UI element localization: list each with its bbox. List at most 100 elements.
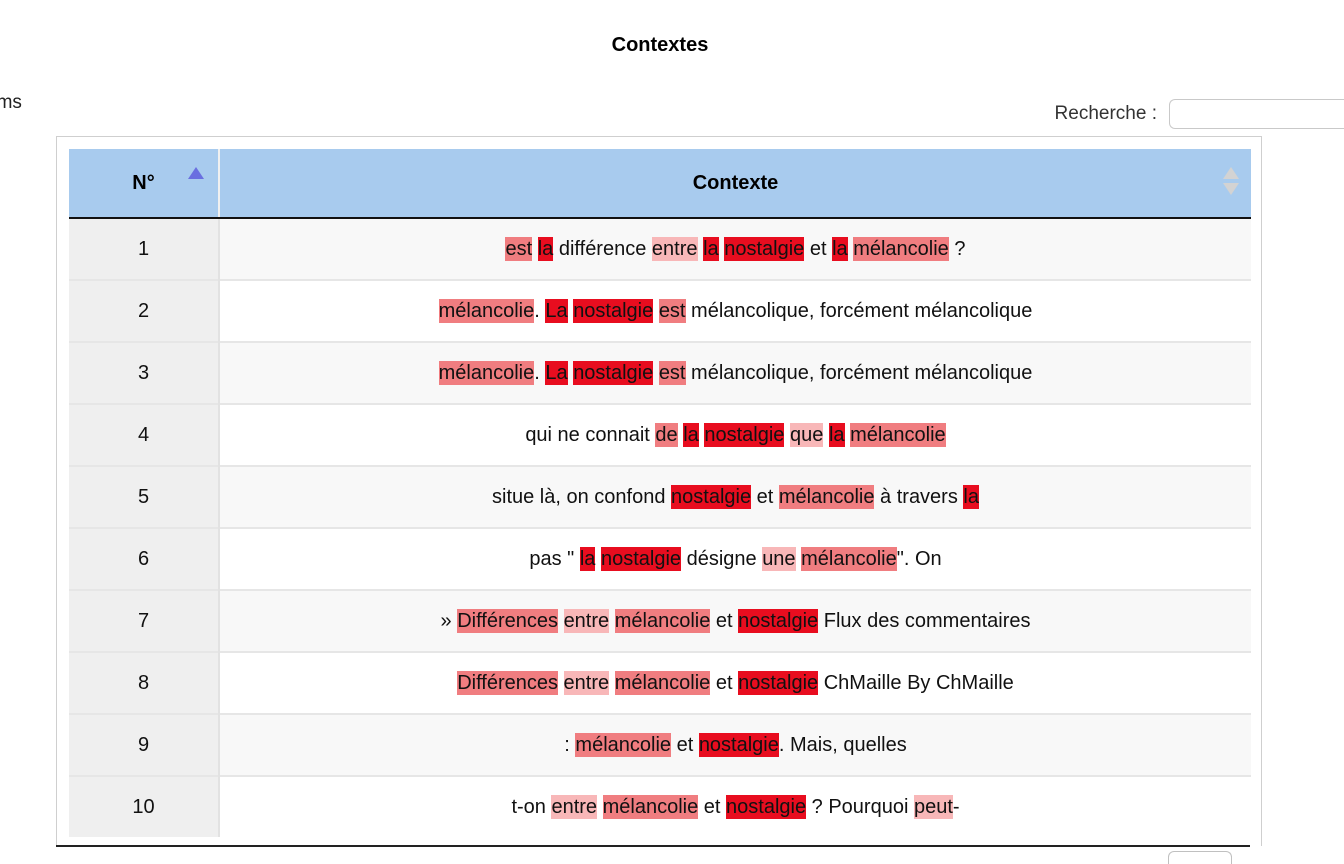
highlighted-term: nostalgie bbox=[671, 484, 752, 509]
table-row[interactable]: 1 est la différence entre la nostalgie et… bbox=[69, 217, 1251, 280]
context-text: à travers bbox=[874, 485, 964, 508]
table-row[interactable]: 9: mélancolie et nostalgie. Mais, quelle… bbox=[69, 713, 1251, 776]
highlighted-term: mélancolie bbox=[778, 484, 875, 509]
highlighted-term: La bbox=[545, 360, 568, 385]
highlighted-term: la bbox=[828, 422, 845, 447]
context-text: ? Pourquoi bbox=[806, 795, 914, 818]
highlighted-term: la bbox=[579, 546, 596, 571]
context-text bbox=[653, 300, 659, 322]
context-text bbox=[609, 672, 615, 694]
highlighted-term: La bbox=[545, 298, 568, 323]
context-text: . bbox=[534, 361, 546, 384]
contexts-table: N° Contexte 1 est la différence entre la … bbox=[69, 149, 1251, 837]
context-text: t-on bbox=[511, 795, 552, 818]
context-text: désigne bbox=[681, 547, 763, 570]
context-text: - bbox=[952, 795, 960, 818]
highlighted-term: est bbox=[658, 298, 686, 323]
context-cell: : mélancolie et nostalgie. Mais, quelles bbox=[219, 713, 1251, 776]
highlighted-term: mélancolie bbox=[850, 422, 946, 447]
context-text: et bbox=[698, 795, 727, 818]
context-text: : bbox=[564, 733, 576, 756]
row-number-cell: 5 bbox=[69, 465, 220, 528]
highlighted-term: nostalgie bbox=[573, 360, 654, 385]
row-number-cell: 9 bbox=[69, 713, 220, 776]
table-row[interactable]: 4 qui ne connait de la nostalgie que la m… bbox=[69, 403, 1251, 466]
context-cell: pas " la nostalgie désigne une mélancoli… bbox=[219, 527, 1251, 590]
context-cell: » Différences entre mélancolie et nostal… bbox=[219, 589, 1251, 652]
highlighted-term: que bbox=[790, 422, 824, 447]
context-cell: Différences entre mélancolie et nostalgi… bbox=[219, 651, 1251, 714]
table-bottom-border bbox=[56, 845, 1250, 847]
context-text bbox=[532, 238, 538, 260]
column-header-number[interactable]: N° bbox=[69, 149, 220, 219]
context-cell: situe là, on confond nostalgie et mélanc… bbox=[219, 465, 1251, 528]
context-cell: mélancolie. La nostalgie est mélancoliqu… bbox=[219, 341, 1251, 404]
column-header-context[interactable]: Contexte bbox=[219, 149, 1251, 219]
highlighted-term: la bbox=[537, 236, 554, 261]
table-row[interactable]: 10 t-on entre mélancolie et nostalgie ? P… bbox=[69, 775, 1251, 837]
highlighted-term: mélancolie bbox=[853, 236, 949, 261]
context-text: et bbox=[751, 485, 779, 508]
table-frame: N° Contexte 1 est la différence entre la … bbox=[56, 136, 1262, 846]
highlighted-term: nostalgie bbox=[600, 546, 682, 571]
row-number-cell: 3 bbox=[69, 341, 220, 404]
highlighted-term: mélancolie bbox=[614, 670, 711, 695]
search-input[interactable] bbox=[1169, 99, 1344, 129]
context-text bbox=[558, 610, 564, 632]
table-row[interactable]: 3 mélancolie. La nostalgie est mélancoliq… bbox=[69, 341, 1251, 404]
highlighted-term: nostalgie bbox=[698, 732, 779, 757]
table-body: 1 est la différence entre la nostalgie et… bbox=[69, 217, 1251, 837]
context-cell: qui ne connait de la nostalgie que la mé… bbox=[219, 403, 1251, 466]
highlighted-term: nostalgie bbox=[738, 670, 819, 695]
context-text: ChMaille By ChMaille bbox=[818, 671, 1014, 694]
table-row[interactable]: 8 Différences entre mélancolie et nostalg… bbox=[69, 651, 1251, 714]
table-row[interactable]: 6 pas " la nostalgie désigne une mélancol… bbox=[69, 527, 1251, 590]
items-per-page-label: ems bbox=[0, 92, 22, 113]
highlighted-term: mélancolie bbox=[801, 546, 897, 571]
row-number-cell: 10 bbox=[69, 775, 220, 837]
context-text: . bbox=[534, 299, 546, 322]
highlighted-term: la bbox=[683, 422, 699, 447]
pagination-button[interactable] bbox=[1168, 851, 1232, 864]
highlighted-term: la bbox=[832, 236, 848, 261]
row-number-cell: 2 bbox=[69, 279, 220, 342]
highlighted-term: entre bbox=[651, 236, 698, 261]
highlighted-term: la bbox=[703, 236, 719, 261]
highlighted-term: la bbox=[963, 484, 979, 509]
search-box: Recherche : bbox=[1055, 97, 1344, 131]
table-row[interactable]: 7» Différences entre mélancolie et nosta… bbox=[69, 589, 1251, 652]
highlighted-term: mélancolie bbox=[614, 608, 711, 633]
context-text bbox=[609, 610, 615, 632]
sort-ascending-icon bbox=[188, 167, 204, 179]
table-row[interactable]: 5 situe là, on confond nostalgie et mélan… bbox=[69, 465, 1251, 528]
row-number-cell: 6 bbox=[69, 527, 220, 590]
context-text: situe là, on confond bbox=[492, 485, 672, 508]
highlighted-term: nostalgie bbox=[724, 236, 805, 261]
context-text: qui ne connait bbox=[525, 423, 656, 446]
context-cell: t-on entre mélancolie et nostalgie ? Pou… bbox=[219, 775, 1251, 837]
row-number-cell: 4 bbox=[69, 403, 220, 466]
row-number-cell: 1 bbox=[69, 217, 220, 280]
context-text bbox=[597, 796, 603, 818]
column-header-number-label: N° bbox=[132, 171, 155, 194]
highlighted-term: nostalgie bbox=[573, 298, 654, 323]
context-text bbox=[653, 362, 659, 384]
highlighted-term: nostalgie bbox=[738, 608, 819, 633]
context-cell: est la différence entre la nostalgie et … bbox=[219, 217, 1251, 280]
context-cell: mélancolie. La nostalgie est mélancoliqu… bbox=[219, 279, 1251, 342]
context-text: et bbox=[671, 733, 699, 756]
context-text bbox=[558, 672, 564, 694]
table-row[interactable]: 2 mélancolie. La nostalgie est mélancoliq… bbox=[69, 279, 1251, 342]
context-text: et bbox=[710, 609, 739, 632]
highlighted-term: est bbox=[658, 360, 686, 385]
context-text: mélancolique, forcément mélancolique bbox=[685, 299, 1033, 322]
highlighted-term: nostalgie bbox=[704, 422, 785, 447]
highlighted-term: une bbox=[762, 546, 796, 571]
context-text: et bbox=[804, 237, 833, 260]
context-text: » bbox=[440, 609, 458, 632]
highlighted-term: est bbox=[505, 236, 533, 261]
page-title: Contextes bbox=[611, 34, 709, 56]
search-label: Recherche : bbox=[1054, 103, 1157, 124]
context-text: différence bbox=[553, 237, 652, 260]
row-number-cell: 7 bbox=[69, 589, 220, 652]
